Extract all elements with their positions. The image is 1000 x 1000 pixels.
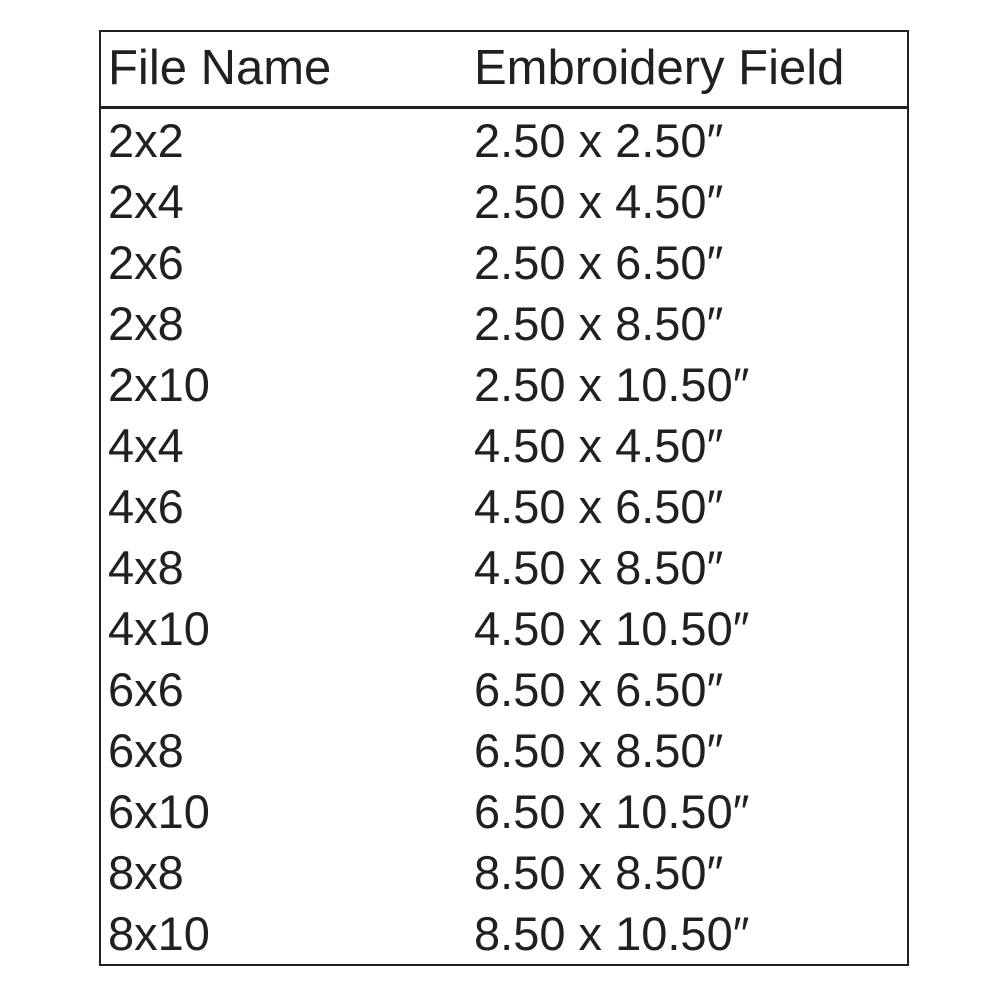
file-name-cell: 8x10 bbox=[108, 907, 210, 960]
table-row: 2x10 2.50 x 10.50″ bbox=[101, 354, 907, 415]
file-name-cell: 2x4 bbox=[108, 175, 184, 228]
file-name-cell: 4x8 bbox=[108, 541, 184, 594]
embroidery-field-cell: 2.50 x 2.50″ bbox=[474, 114, 724, 167]
file-name-cell: 4x10 bbox=[108, 602, 210, 655]
file-name-cell: 2x6 bbox=[108, 236, 184, 289]
file-name-cell: 4x4 bbox=[108, 419, 184, 472]
table-row: 2x6 2.50 x 6.50″ bbox=[101, 232, 907, 293]
embroidery-field-cell: 2.50 x 10.50″ bbox=[474, 358, 750, 411]
table-row: 6x10 6.50 x 10.50″ bbox=[101, 781, 907, 842]
table-row: 2x8 2.50 x 8.50″ bbox=[101, 293, 907, 354]
table-row: 8x10 8.50 x 10.50″ bbox=[101, 903, 907, 964]
size-table: File Name Embroidery Field 2x2 2.50 x 2.5… bbox=[99, 30, 909, 966]
embroidery-field-cell: 8.50 x 10.50″ bbox=[474, 907, 750, 960]
embroidery-field-cell: 2.50 x 8.50″ bbox=[474, 297, 724, 350]
table-header: File Name Embroidery Field bbox=[101, 32, 907, 109]
embroidery-field-cell: 6.50 x 10.50″ bbox=[474, 785, 750, 838]
embroidery-field-cell: 6.50 x 8.50″ bbox=[474, 724, 724, 777]
table-row: 4x10 4.50 x 10.50″ bbox=[101, 598, 907, 659]
embroidery-field-cell: 4.50 x 8.50″ bbox=[474, 541, 724, 594]
file-name-cell: 6x8 bbox=[108, 724, 184, 777]
table-row: 4x6 4.50 x 6.50″ bbox=[101, 476, 907, 537]
embroidery-field-cell: 2.50 x 4.50″ bbox=[474, 175, 724, 228]
file-name-cell: 6x10 bbox=[108, 785, 210, 838]
file-name-cell: 2x10 bbox=[108, 358, 210, 411]
embroidery-field-cell: 2.50 x 6.50″ bbox=[474, 236, 724, 289]
embroidery-field-cell: 4.50 x 4.50″ bbox=[474, 419, 724, 472]
table-row: 6x6 6.50 x 6.50″ bbox=[101, 659, 907, 720]
embroidery-field-cell: 4.50 x 10.50″ bbox=[474, 602, 750, 655]
table-row: 2x2 2.50 x 2.50″ bbox=[101, 110, 907, 171]
file-name-cell: 8x8 bbox=[108, 846, 184, 899]
table-row: 8x8 8.50 x 8.50″ bbox=[101, 842, 907, 903]
table-row: 2x4 2.50 x 4.50″ bbox=[101, 171, 907, 232]
file-name-cell: 4x6 bbox=[108, 480, 184, 533]
table-body: 2x2 2.50 x 2.50″ 2x4 2.50 x 4.50″ 2x6 2.50 x … bbox=[101, 110, 907, 964]
file-name-cell: 2x2 bbox=[108, 114, 184, 167]
embroidery-field-cell: 6.50 x 6.50″ bbox=[474, 663, 724, 716]
embroidery-field-cell: 4.50 x 6.50″ bbox=[474, 480, 724, 533]
table-row: 4x8 4.50 x 8.50″ bbox=[101, 537, 907, 598]
file-name-cell: 2x8 bbox=[108, 297, 184, 350]
embroidery-field-cell: 8.50 x 8.50″ bbox=[474, 846, 724, 899]
header-embroidery-field: Embroidery Field bbox=[474, 41, 845, 95]
table-row: 4x4 4.50 x 4.50″ bbox=[101, 415, 907, 476]
file-name-cell: 6x6 bbox=[108, 663, 184, 716]
header-file-name: File Name bbox=[108, 41, 332, 95]
table-row: 6x8 6.50 x 8.50″ bbox=[101, 720, 907, 781]
